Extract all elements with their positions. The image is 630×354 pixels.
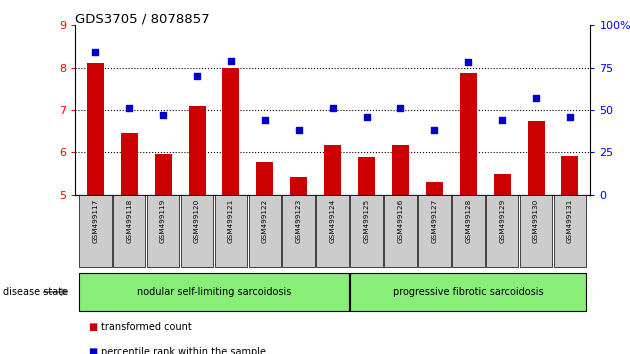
Text: GSM499119: GSM499119 — [160, 198, 166, 242]
Point — [497, 117, 507, 123]
Point — [294, 127, 304, 133]
Text: GDS3705 / 8078857: GDS3705 / 8078857 — [75, 12, 210, 25]
Bar — [87, 63, 104, 195]
Point — [328, 105, 338, 111]
Bar — [222, 68, 239, 195]
FancyBboxPatch shape — [249, 195, 281, 267]
Bar — [324, 145, 341, 195]
FancyBboxPatch shape — [554, 195, 587, 267]
Bar — [358, 158, 375, 195]
Text: GSM499131: GSM499131 — [567, 198, 573, 242]
FancyBboxPatch shape — [181, 195, 214, 267]
FancyBboxPatch shape — [79, 273, 349, 311]
Text: GSM499125: GSM499125 — [364, 198, 370, 242]
Bar — [290, 177, 307, 195]
Bar — [188, 106, 205, 195]
Bar — [426, 182, 443, 195]
Point — [90, 50, 100, 55]
Text: GSM499126: GSM499126 — [398, 198, 403, 242]
Point — [362, 114, 372, 120]
FancyBboxPatch shape — [215, 195, 247, 267]
Text: percentile rank within the sample: percentile rank within the sample — [101, 347, 266, 354]
Text: GSM499127: GSM499127 — [432, 198, 437, 242]
FancyBboxPatch shape — [520, 195, 553, 267]
Bar — [460, 73, 477, 195]
Point — [429, 127, 439, 133]
FancyBboxPatch shape — [316, 195, 349, 267]
Text: GSM499120: GSM499120 — [194, 198, 200, 242]
Bar — [392, 145, 409, 195]
FancyBboxPatch shape — [384, 195, 416, 267]
FancyBboxPatch shape — [113, 195, 146, 267]
FancyBboxPatch shape — [282, 195, 315, 267]
Point — [531, 95, 541, 101]
Text: GSM499130: GSM499130 — [533, 198, 539, 242]
Text: GSM499124: GSM499124 — [329, 198, 336, 242]
Bar — [256, 162, 273, 195]
Text: nodular self-limiting sarcoidosis: nodular self-limiting sarcoidosis — [137, 287, 291, 297]
Text: GSM499117: GSM499117 — [93, 198, 98, 242]
Point — [158, 112, 168, 118]
Text: GSM499121: GSM499121 — [228, 198, 234, 242]
Text: transformed count: transformed count — [101, 322, 192, 332]
Point — [226, 58, 236, 64]
Text: ■: ■ — [88, 347, 98, 354]
Text: GSM499122: GSM499122 — [262, 198, 268, 242]
FancyBboxPatch shape — [418, 195, 450, 267]
FancyBboxPatch shape — [79, 195, 112, 267]
Point — [565, 114, 575, 120]
Text: progressive fibrotic sarcoidosis: progressive fibrotic sarcoidosis — [393, 287, 544, 297]
Point — [192, 73, 202, 79]
Text: GSM499128: GSM499128 — [466, 198, 471, 242]
Bar — [527, 121, 544, 195]
Text: GSM499118: GSM499118 — [126, 198, 132, 242]
Point — [396, 105, 406, 111]
FancyBboxPatch shape — [147, 195, 180, 267]
Text: disease state: disease state — [3, 287, 68, 297]
Bar — [494, 175, 511, 195]
Bar — [561, 156, 578, 195]
Point — [124, 105, 134, 111]
Point — [260, 117, 270, 123]
Bar — [121, 133, 138, 195]
FancyBboxPatch shape — [452, 195, 484, 267]
Text: GSM499129: GSM499129 — [499, 198, 505, 242]
FancyBboxPatch shape — [350, 273, 587, 311]
Point — [463, 59, 473, 65]
Text: ■: ■ — [88, 322, 98, 332]
Bar — [154, 154, 171, 195]
FancyBboxPatch shape — [350, 195, 383, 267]
Text: GSM499123: GSM499123 — [295, 198, 302, 242]
FancyBboxPatch shape — [486, 195, 518, 267]
